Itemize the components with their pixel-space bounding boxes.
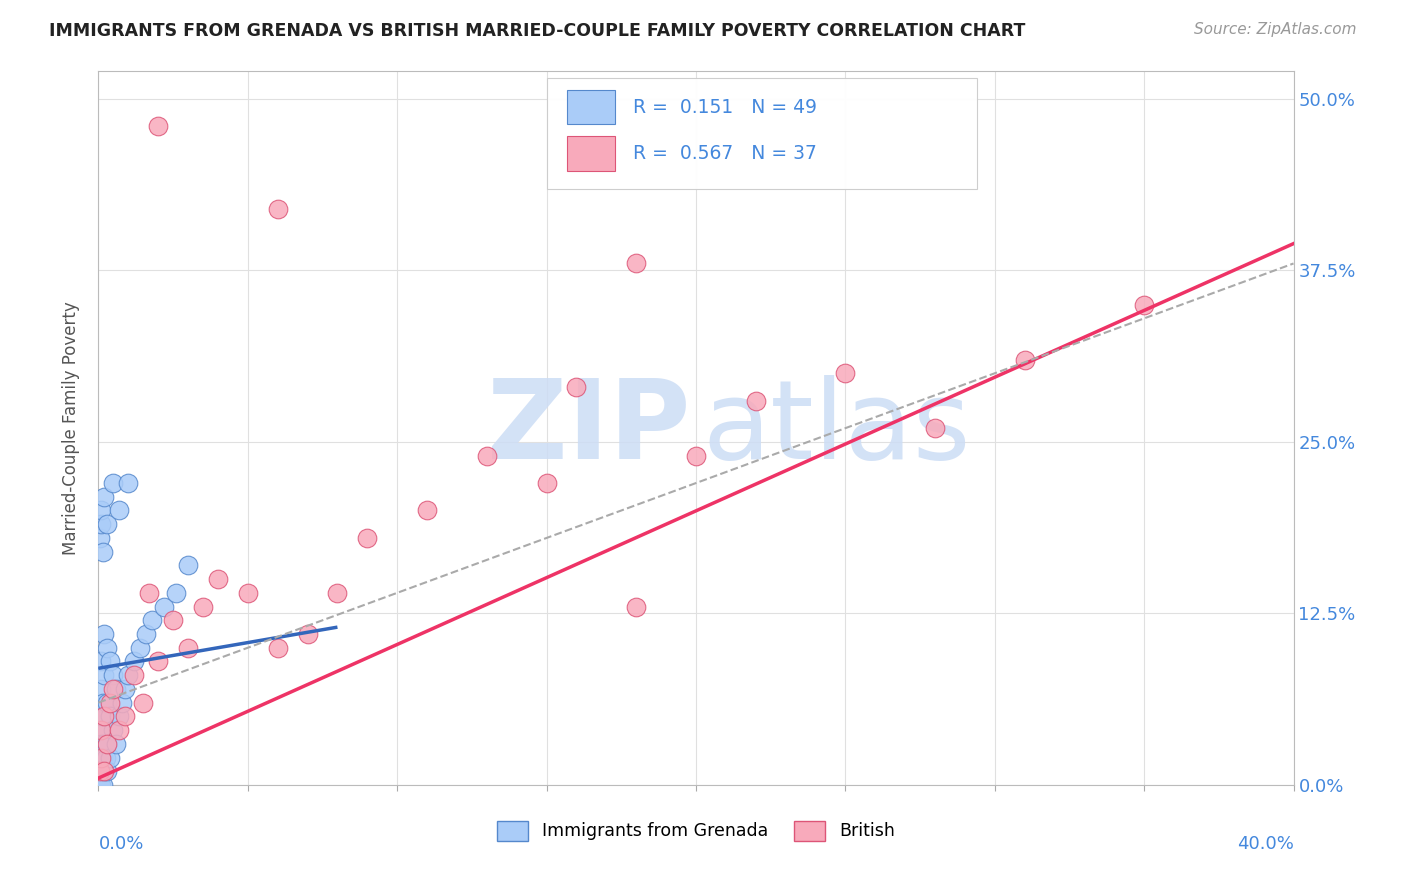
Point	[108, 723, 131, 737]
Y-axis label: Married-Couple Family Poverty: Married-Couple Family Poverty	[62, 301, 80, 555]
Point	[108, 709, 131, 723]
Point	[148, 655, 170, 669]
Point	[475, 449, 498, 463]
Point	[129, 640, 152, 655]
Point	[94, 750, 117, 764]
Point	[165, 586, 187, 600]
Point	[90, 737, 112, 751]
Point	[96, 696, 118, 710]
Point	[177, 558, 200, 573]
Point	[91, 544, 114, 558]
Point	[89, 723, 111, 737]
Point	[626, 599, 648, 614]
Text: 0.0%: 0.0%	[98, 835, 143, 853]
Point	[141, 613, 163, 627]
Point	[90, 723, 112, 737]
Point	[91, 778, 114, 792]
Text: R =  0.151   N = 49: R = 0.151 N = 49	[633, 97, 817, 117]
Text: IMMIGRANTS FROM GRENADA VS BRITISH MARRIED-COUPLE FAMILY POVERTY CORRELATION CHA: IMMIGRANTS FROM GRENADA VS BRITISH MARRI…	[49, 22, 1025, 40]
Point	[89, 531, 111, 545]
Point	[103, 668, 125, 682]
Point	[98, 709, 122, 723]
Point	[416, 503, 439, 517]
Point	[834, 366, 856, 380]
Text: Source: ZipAtlas.com: Source: ZipAtlas.com	[1194, 22, 1357, 37]
Legend: Immigrants from Grenada, British: Immigrants from Grenada, British	[489, 814, 903, 847]
Point	[135, 627, 157, 641]
Point	[177, 640, 200, 655]
Point	[90, 517, 112, 532]
Point	[162, 613, 184, 627]
Point	[96, 764, 118, 779]
Point	[89, 764, 111, 779]
Point	[90, 709, 112, 723]
Point	[96, 517, 118, 532]
Text: R =  0.567   N = 37: R = 0.567 N = 37	[633, 144, 817, 163]
Point	[93, 709, 115, 723]
Point	[108, 503, 131, 517]
Point	[153, 599, 176, 614]
Point	[103, 476, 125, 491]
Point	[93, 627, 115, 641]
Point	[124, 655, 146, 669]
Point	[1014, 352, 1036, 367]
Point	[105, 737, 128, 751]
Point	[114, 709, 136, 723]
Point	[96, 737, 118, 751]
Point	[132, 696, 155, 710]
Text: 40.0%: 40.0%	[1237, 835, 1294, 853]
Point	[90, 503, 112, 517]
Point	[98, 696, 122, 710]
Point	[117, 668, 139, 682]
Point	[267, 640, 290, 655]
Point	[98, 655, 122, 669]
Point	[93, 764, 115, 779]
Point	[103, 681, 125, 696]
Point	[90, 764, 112, 779]
Point	[565, 380, 588, 394]
Point	[98, 750, 122, 764]
Point	[96, 737, 118, 751]
Point	[90, 750, 112, 764]
Point	[93, 709, 115, 723]
Point	[924, 421, 946, 435]
Bar	[567, 90, 614, 124]
Point	[103, 723, 125, 737]
Point	[356, 531, 378, 545]
Point	[536, 476, 558, 491]
Point	[93, 737, 115, 751]
Bar	[567, 136, 614, 170]
Point	[117, 476, 139, 491]
Point	[91, 696, 114, 710]
Point	[745, 393, 768, 408]
Point	[685, 449, 707, 463]
Point	[91, 750, 114, 764]
Point	[90, 681, 112, 696]
Point	[236, 586, 259, 600]
Point	[96, 640, 118, 655]
Point	[1133, 298, 1156, 312]
Point	[148, 120, 170, 134]
Point	[138, 586, 160, 600]
Point	[626, 256, 648, 270]
Point	[326, 586, 349, 600]
Point	[93, 668, 115, 682]
Point	[111, 696, 134, 710]
Text: ZIP: ZIP	[486, 375, 690, 482]
Point	[297, 627, 319, 641]
FancyBboxPatch shape	[547, 78, 977, 189]
Point	[105, 681, 128, 696]
Text: atlas: atlas	[702, 375, 970, 482]
Point	[89, 764, 111, 779]
Point	[267, 202, 290, 216]
Point	[90, 750, 112, 764]
Point	[114, 681, 136, 696]
Point	[207, 572, 229, 586]
Point	[93, 490, 115, 504]
Point	[90, 655, 112, 669]
Point	[90, 778, 112, 792]
Point	[191, 599, 214, 614]
Point	[93, 764, 115, 779]
Point	[124, 668, 146, 682]
